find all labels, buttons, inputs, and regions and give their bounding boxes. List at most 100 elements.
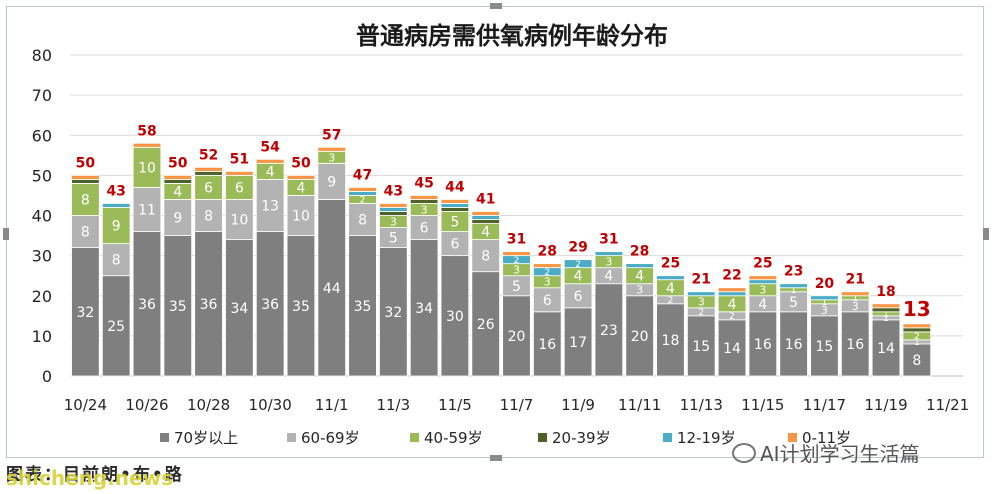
resize-handle-left[interactable] <box>3 228 9 240</box>
legend-swatch <box>663 433 672 442</box>
bar-segment <box>255 178 285 232</box>
bar-segment <box>409 195 439 200</box>
total-label: 44 <box>445 179 465 195</box>
bar-segment <box>440 231 470 257</box>
bar-segment <box>101 243 131 277</box>
legend-label: 70岁以上 <box>174 429 238 447</box>
bar-segment <box>101 203 131 208</box>
bar-segment <box>194 231 223 377</box>
bar-segment <box>163 178 193 184</box>
bar-segment <box>687 291 716 297</box>
total-label: 23 <box>784 264 803 280</box>
total-label: 43 <box>106 183 125 199</box>
bar-segment <box>101 207 131 244</box>
data-label: 18 <box>662 333 680 349</box>
total-label: 50 <box>291 155 311 171</box>
x-tick-label: 10/28 <box>187 396 230 414</box>
data-label: 2 <box>668 296 674 306</box>
data-label: 5 <box>450 215 459 231</box>
bar-segment <box>379 207 408 212</box>
total-label: 21 <box>692 272 711 288</box>
total-label: 41 <box>476 191 495 207</box>
data-label: 10 <box>292 209 310 225</box>
bar-segment <box>348 187 377 192</box>
data-label: 5 <box>789 295 798 311</box>
data-label: 3 <box>759 284 766 297</box>
data-label: 16 <box>538 337 556 353</box>
data-label: 1 <box>883 310 889 320</box>
bar-segment <box>379 247 408 377</box>
data-label: 23 <box>600 323 618 339</box>
legend-label: 60-69岁 <box>301 429 360 447</box>
x-tick-label: 11/15 <box>741 396 784 414</box>
bar-segment <box>902 323 932 329</box>
bar-segment <box>871 319 901 377</box>
bar-segment <box>163 199 193 236</box>
data-label: 9 <box>173 211 182 227</box>
bar-segment <box>379 211 408 216</box>
data-label: 2 <box>360 196 366 206</box>
resize-handle-top[interactable] <box>490 3 502 9</box>
y-tick-label: 20 <box>32 287 52 306</box>
data-label: 1 <box>791 286 797 296</box>
data-label: 6 <box>574 289 583 305</box>
bar-segment <box>902 327 932 333</box>
data-label: 3 <box>421 203 428 216</box>
bar-segment <box>779 283 808 289</box>
x-tick-label: 11/1 <box>315 396 349 414</box>
data-label: 4 <box>666 281 675 297</box>
bar-segment <box>255 158 285 164</box>
data-label: 6 <box>450 237 459 253</box>
resize-handle-bottom[interactable] <box>490 455 502 461</box>
source-watermark: shicheng.news <box>6 466 173 490</box>
chart-title: 普通病房需供氧病例年龄分布 <box>356 22 668 50</box>
data-label: 32 <box>384 305 402 321</box>
total-label: 13 <box>903 297 931 321</box>
data-label: 4 <box>635 269 644 285</box>
watermark-text: AI计划学习生活篇 <box>760 442 920 466</box>
total-label: 47 <box>353 167 372 183</box>
resize-handles[interactable] <box>3 3 989 461</box>
data-label: 30 <box>446 309 464 325</box>
bar-segment <box>871 303 901 309</box>
data-label: 4 <box>481 225 490 241</box>
legend: 70岁以上 60-69岁 40-59岁 20-39岁 12-19岁 0-11岁 <box>160 429 851 447</box>
total-label: 52 <box>199 147 218 163</box>
data-label: 8 <box>481 249 490 265</box>
data-label: 1 <box>914 338 920 348</box>
data-label: 9 <box>112 219 121 235</box>
data-label: 4 <box>758 297 767 313</box>
bar-segment <box>409 199 439 204</box>
data-label: 14 <box>877 341 895 357</box>
bar-segment <box>840 311 870 377</box>
resize-handle-right[interactable] <box>983 228 989 240</box>
data-label: 15 <box>816 339 834 355</box>
total-label: 25 <box>661 256 680 272</box>
data-label: 4 <box>574 269 583 285</box>
bar-segment <box>409 215 439 240</box>
total-label: 45 <box>414 175 433 191</box>
x-axis: 10/24 10/26 10/28 10/30 11/1 11/3 11/5 11/7 11/9… <box>64 396 969 414</box>
data-label: 5 <box>512 279 521 295</box>
bar-segment <box>440 207 470 212</box>
bar-segment <box>101 275 131 377</box>
data-label: 10 <box>230 213 248 229</box>
data-label: 4 <box>728 297 737 313</box>
bar-segment <box>502 251 531 257</box>
x-tick-label: 11/11 <box>618 396 661 414</box>
x-tick-label: 11/21 <box>926 396 969 414</box>
x-tick-label: 10/26 <box>125 396 168 414</box>
bar-segment <box>225 174 254 200</box>
data-label: 6 <box>235 180 244 196</box>
data-label: 3 <box>390 215 397 228</box>
bar-segment <box>286 235 316 377</box>
data-label: 3 <box>821 304 828 317</box>
total-label: 28 <box>630 244 649 260</box>
bar-segment <box>348 235 377 377</box>
data-label: 9 <box>327 174 336 190</box>
bar-segment <box>687 315 716 377</box>
total-label: 31 <box>599 232 618 248</box>
data-label: 8 <box>912 353 921 369</box>
data-label: 2 <box>575 260 581 270</box>
bar-segment <box>625 263 654 269</box>
